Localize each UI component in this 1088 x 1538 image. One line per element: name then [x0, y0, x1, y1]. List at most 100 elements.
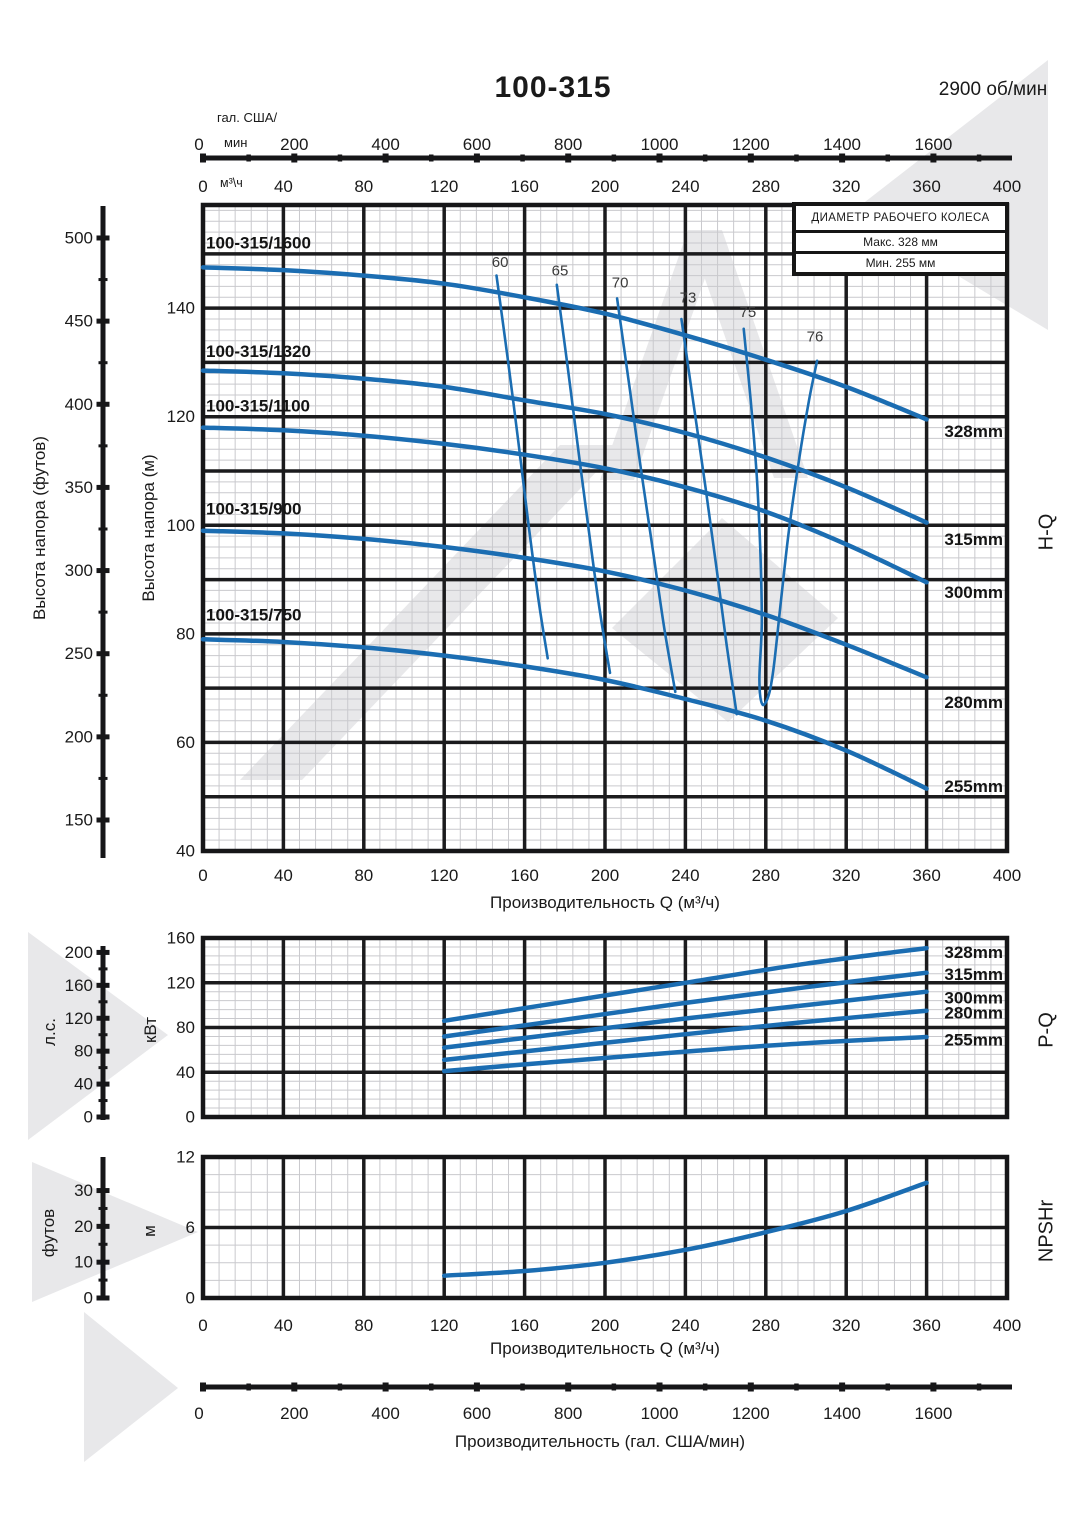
tick-label: 400: [993, 866, 1021, 885]
tick-label: 100-315/750: [206, 605, 301, 624]
tick-label: 0: [84, 1108, 93, 1127]
tick-label: 150: [65, 811, 93, 830]
unit-axis: 0 40 80 120 160 200: [65, 943, 110, 1127]
tick-label: 1400: [823, 135, 861, 154]
tick-label: 40: [274, 866, 293, 885]
pq-side-label: P-Q: [1035, 1012, 1058, 1048]
tick-label: 40: [176, 1063, 195, 1082]
tick-label: 400: [371, 1404, 399, 1423]
tick-label: 200: [591, 1316, 619, 1335]
tick-label: 1000: [641, 135, 679, 154]
pq-curve-328mm: [441, 945, 929, 1024]
tick-label: 140: [167, 299, 195, 318]
tick-label: 20: [74, 1217, 93, 1236]
tick-label: 60: [176, 733, 195, 752]
tick-label: 280: [752, 177, 780, 196]
tick-label: 200: [591, 177, 619, 196]
efficiency-line-73: [680, 317, 738, 716]
tick-label: 400: [371, 135, 399, 154]
tick-label: 73: [680, 290, 697, 307]
gal-axis-unit-line2: мин: [224, 135, 248, 150]
tick-label: 80: [354, 177, 373, 196]
tick-label: 40: [74, 1075, 93, 1094]
tick-label: 600: [463, 135, 491, 154]
tick-label: 30: [74, 1181, 93, 1200]
tick-label: 10: [74, 1253, 93, 1272]
efficiency-line-60: [495, 274, 549, 660]
tick-label: 0: [198, 866, 207, 885]
tick-label: 80: [176, 624, 195, 643]
npshr-side-label: NPSHr: [1035, 1199, 1058, 1263]
tick-label: 360: [912, 1316, 940, 1335]
tick-label: 0: [186, 1108, 195, 1127]
tick-label: 40: [274, 177, 293, 196]
hq-curve-280mm: [200, 528, 929, 680]
tick-label: 100: [167, 516, 195, 535]
pq-curve-255mm: [441, 1034, 929, 1074]
gal-axis-unit-line1: гал. США/: [217, 110, 278, 125]
tick-label: 255mm: [944, 777, 1003, 796]
tick-label: 360: [912, 866, 940, 885]
legend-min-diameter: Мин. 255 мм: [796, 254, 1005, 272]
tick-label: 75: [740, 304, 757, 321]
tick-label: 160: [167, 929, 195, 948]
main-x-axis-title: Производительность Q (м³/ч): [490, 893, 720, 912]
tick-label: 600: [463, 1404, 491, 1423]
tick-label: 120: [167, 973, 195, 992]
efficiency-line-75-76: [742, 327, 819, 707]
tick-label: 65: [552, 263, 569, 280]
tick-label: 1400: [823, 1404, 861, 1423]
tick-label: 200: [65, 727, 93, 746]
tick-label: 320: [832, 866, 860, 885]
tick-label: 160: [510, 177, 538, 196]
tick-label: 400: [993, 1316, 1021, 1335]
npshr-curve: [441, 1180, 929, 1278]
tick-label: 1600: [914, 135, 952, 154]
tick-label: 1600: [914, 1404, 952, 1423]
power-hp-axis-label: л.с.: [40, 1018, 59, 1046]
tick-label: 200: [65, 943, 93, 962]
impeller-diameter-legend: ДИАМЕТР РАБОЧЕГО КОЛЕСА Макс. 328 мм Мин…: [792, 202, 1009, 276]
tick-label: 400: [993, 177, 1021, 196]
tick-label: 80: [354, 866, 373, 885]
tick-label: 1200: [732, 135, 770, 154]
gal-x-axis-title: Производительность (гал. США/мин): [454, 1432, 746, 1451]
gal-axis: 0 200 400 600 800 1000 1200 1400 1600: [194, 1382, 1012, 1423]
tick-label: 40: [176, 842, 195, 861]
tick-label: 40: [274, 1316, 293, 1335]
hq-curve-300mm: [200, 425, 929, 585]
hq-side-label: H-Q: [1035, 513, 1058, 551]
legend-header: ДИАМЕТР РАБОЧЕГО КОЛЕСА: [796, 206, 1005, 230]
npsh-feet-axis-label: футов: [39, 1208, 58, 1258]
hq-curve-328mm: [200, 265, 929, 422]
tick-label: 280: [752, 866, 780, 885]
tick-label: 500: [65, 229, 93, 248]
tick-label: 80: [354, 1316, 373, 1335]
gal-axis: 0 200 400 600 800 1000 1200 1400 1600: [194, 135, 1012, 163]
tick-label: 350: [65, 478, 93, 497]
tick-label: 328mm: [944, 943, 1003, 962]
pq-curve-315mm: [441, 970, 929, 1039]
tick-label: 100-315/900: [206, 499, 301, 518]
tick-label: 250: [65, 644, 93, 663]
tick-label: 240: [671, 866, 699, 885]
tick-label: 328mm: [944, 422, 1003, 441]
tick-label: 300mm: [944, 988, 1003, 1007]
unit-axis: 0 10 20 30: [74, 1157, 110, 1308]
tick-label: 200: [591, 866, 619, 885]
tick-label: 70: [612, 275, 629, 292]
hq-curve-315mm: [200, 368, 929, 525]
head-meters-axis-label: Высота напора (м): [139, 454, 158, 602]
tick-label: 80: [74, 1042, 93, 1061]
tick-label: 280mm: [944, 1004, 1003, 1023]
m3h-axis-unit: м³\ч: [220, 176, 243, 190]
tick-label: 200: [280, 135, 308, 154]
tick-label: 80: [176, 1018, 195, 1037]
tick-label: 120: [430, 866, 458, 885]
tick-label: 160: [65, 976, 93, 995]
tick-label: 120: [65, 1009, 93, 1028]
npsh-x-axis-title: Производительность Q (м³/ч): [490, 1339, 720, 1358]
tick-label: 800: [554, 135, 582, 154]
tick-label: 6: [186, 1218, 195, 1237]
tick-label: 0: [194, 135, 203, 154]
